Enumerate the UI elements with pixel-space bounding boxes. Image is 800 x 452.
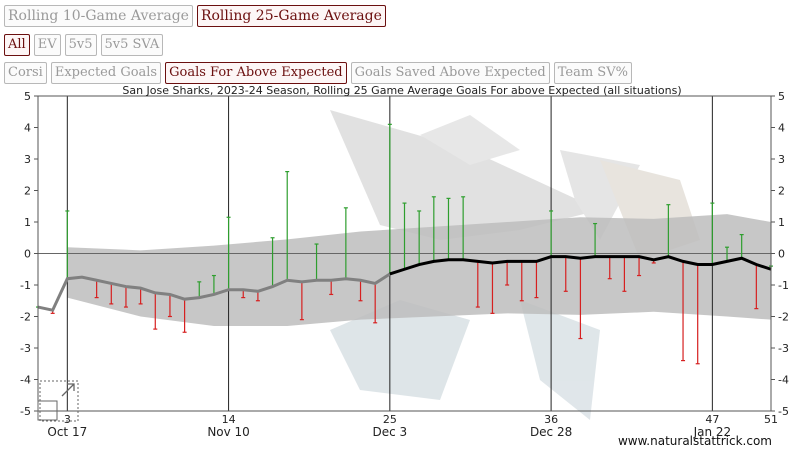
metric-expected-goals-button[interactable]: Expected Goals [50,62,162,84]
x-tick-label-game: 36 [544,413,558,426]
rolling-average-line-early [37,272,391,312]
watermark-text: www.naturalstattrick.com [618,434,772,448]
y-tick-label-left: -5 [20,405,31,418]
x-tick-label-date: Dec 3 [373,425,408,439]
x-tick-label-game: 47 [705,413,719,426]
metric-team-sv-button[interactable]: Team SV% [553,62,632,84]
metric-corsi-button[interactable]: Corsi [4,62,47,84]
x-tick-label-date: Dec 28 [530,425,572,439]
y-tick-label-right: 0 [778,248,785,261]
y-tick-label-right: 5 [778,90,785,103]
situation-5v5-button[interactable]: 5v5 [64,34,97,56]
zoom-reset-icon[interactable] [37,380,79,422]
rolling-average-line [389,255,772,276]
metric-gsax-button[interactable]: Goals Saved Above Expected [350,62,550,84]
team-logo-watermark [330,110,700,420]
gfax-chart: -5 -4 -3 -2 -1 0 1 2 3 4 5 -5 -4 -3 -2 -1 0 1 2 3 4 5 3 14 25 3… [20,84,789,448]
y-tick-label-left: 3 [24,153,31,166]
y-tick-label-right: 2 [778,185,785,198]
window-toggle-group: Rolling 10-Game Average Rolling 25-Game … [4,5,386,27]
y-tick-label-left: 5 [24,90,31,103]
chart-title: San Jose Sharks, 2023-24 Season, Rolling… [122,84,681,97]
y-tick-label-right: -5 [778,405,789,418]
y-tick-label-left: 4 [24,122,31,135]
situation-5v5-sva-button[interactable]: 5v5 SVA [100,34,164,56]
y-tick-label-left: 1 [24,216,31,229]
y-tick-label-right: -1 [778,279,789,292]
x-tick-label-game: 51 [764,413,778,426]
y-tick-label-left: 0 [24,248,31,261]
rolling-10-game-button[interactable]: Rolling 10-Game Average [4,5,193,27]
y-tick-label-right: 3 [778,153,785,166]
y-tick-label-right: -3 [778,342,789,355]
y-tick-label-right: -2 [778,311,789,324]
y-tick-label-right: 4 [778,122,785,135]
y-tick-label-right: -4 [778,374,789,387]
y-tick-label-left: -2 [20,311,31,324]
y-tick-label-left: 2 [24,185,31,198]
situation-toggle-group: All EV 5v5 5v5 SVA [4,34,164,56]
x-tick-label-date: Nov 10 [207,425,250,439]
situation-ev-button[interactable]: EV [33,34,61,56]
y-tick-label-left: -1 [20,279,31,292]
x-tick-label-game: 3 [64,413,71,426]
metric-toggle-group: Corsi Expected Goals Goals For Above Exp… [4,62,632,84]
y-tick-label-left: -3 [20,342,31,355]
x-tick-label-game: 14 [222,413,236,426]
situation-all-button[interactable]: All [4,34,30,56]
x-tick-label-date: Jan 22 [693,425,732,439]
x-tick-label-date: Oct 17 [47,425,87,439]
metric-gfax-button[interactable]: Goals For Above Expected [165,62,347,84]
rolling-25-game-button[interactable]: Rolling 25-Game Average [196,5,386,27]
y-tick-label-left: -4 [20,374,31,387]
y-tick-label-right: 1 [778,216,785,229]
x-tick-label-game: 25 [383,413,397,426]
